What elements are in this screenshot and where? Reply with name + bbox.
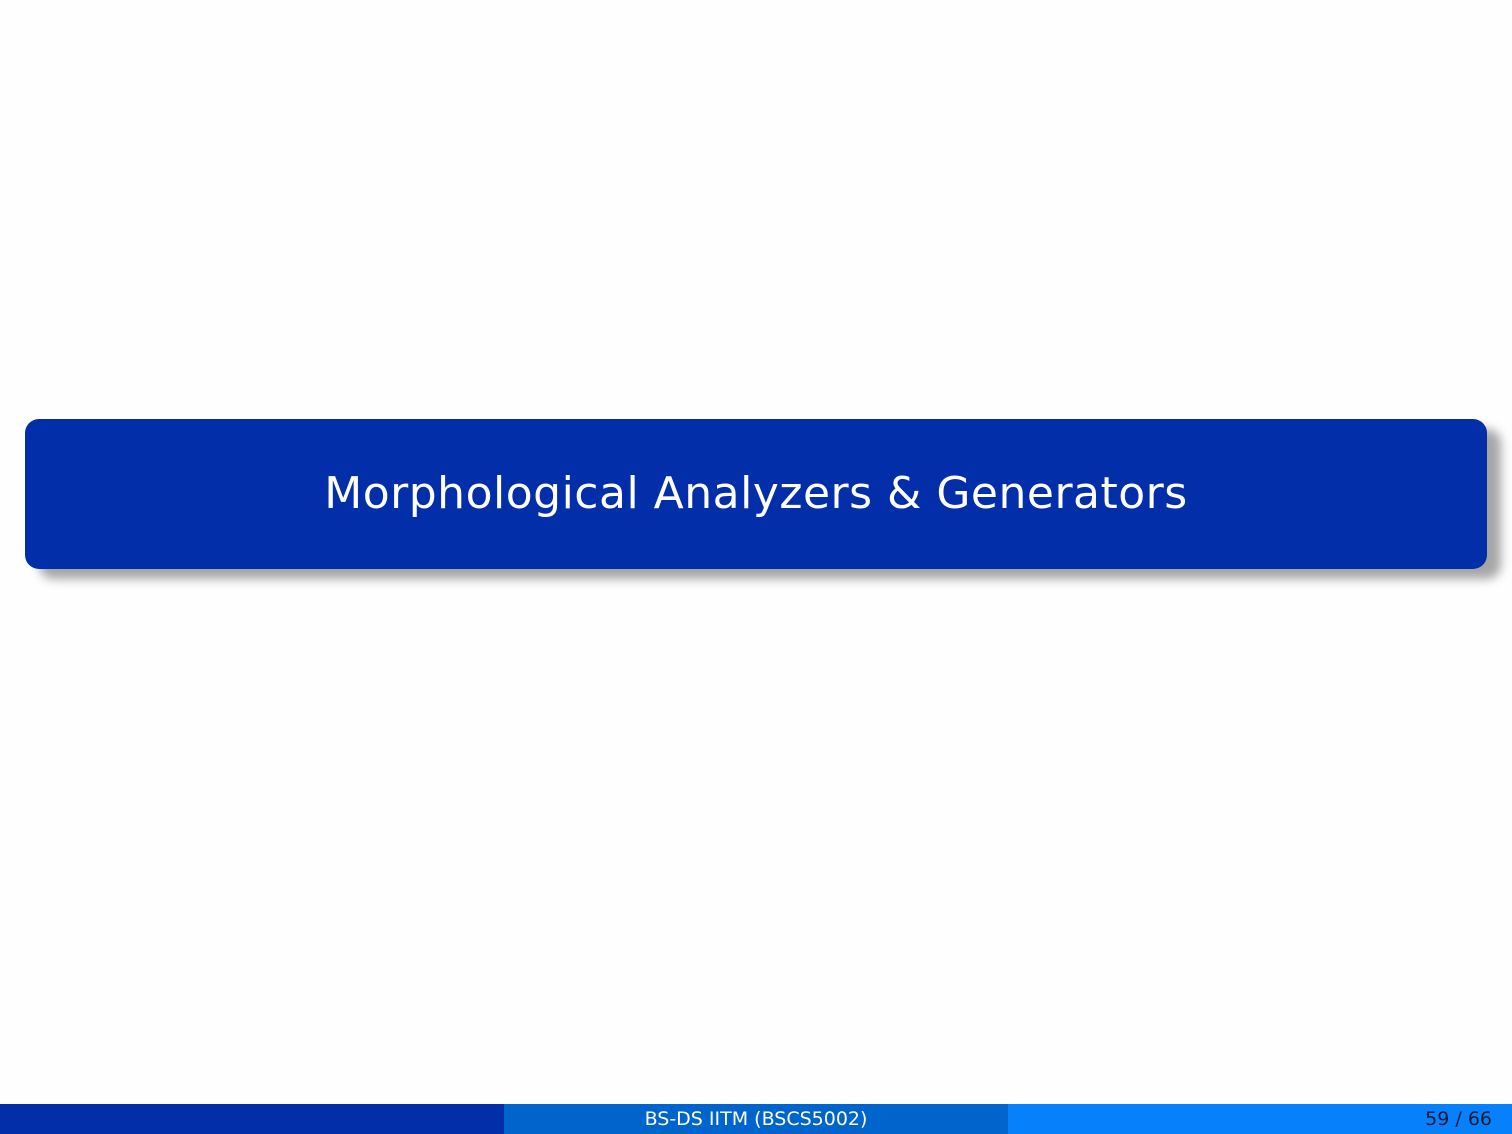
footer-course-label: BS-DS IITM (BSCS5002) bbox=[644, 1108, 868, 1130]
footer-center-segment: BS-DS IITM (BSCS5002) bbox=[504, 1104, 1008, 1134]
footer-left-segment bbox=[0, 1104, 504, 1134]
footer-bar: BS-DS IITM (BSCS5002) 59 / 66 bbox=[0, 1104, 1512, 1134]
section-banner: Morphological Analyzers & Generators bbox=[25, 419, 1487, 569]
section-title: Morphological Analyzers & Generators bbox=[324, 467, 1188, 519]
page-indicator: 59 / 66 bbox=[1425, 1108, 1492, 1130]
footer-right-segment: 59 / 66 bbox=[1008, 1104, 1512, 1134]
